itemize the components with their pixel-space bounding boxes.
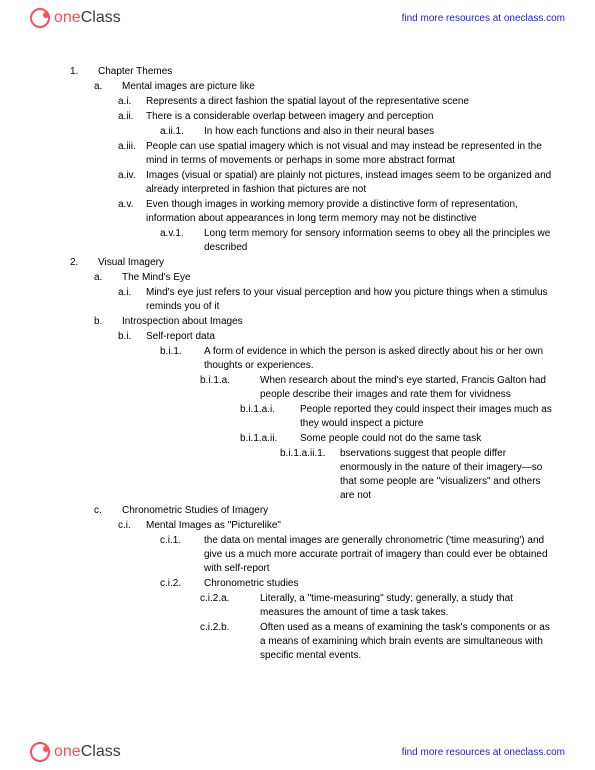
outline-row: a.Mental images are picture like (94, 80, 555, 94)
outline-row: c.Chronometric Studies of Imagery (94, 504, 555, 518)
outline-marker: c. (94, 504, 122, 518)
outline-text: People reported they could inspect their… (300, 403, 555, 431)
outline-marker: a. (94, 271, 122, 285)
outline-marker: c.i. (118, 519, 146, 533)
outline-text: Introspection about Images (122, 315, 555, 329)
outline-text: bservations suggest that people differ e… (340, 447, 555, 503)
outline-text: Mind's eye just refers to your visual pe… (146, 286, 555, 314)
outline-text: Represents a direct fashion the spatial … (146, 95, 555, 109)
outline-marker: c.i.1. (160, 534, 204, 576)
outline-marker: 1. (70, 65, 98, 79)
logo-text-class: Class (81, 743, 121, 761)
outline-row: c.i.1.the data on mental images are gene… (160, 534, 555, 576)
outline-text: Chronometric studies (204, 577, 555, 591)
outline-row: b.i.1.a.When research about the mind's e… (200, 374, 555, 402)
outline-text: The Mind's Eye (122, 271, 555, 285)
page-header: oneClass find more resources at oneclass… (0, 0, 595, 36)
outline-marker: a.i. (118, 286, 146, 314)
outline-row: a.iv.Images (visual or spatial) are plai… (118, 169, 555, 197)
outline-row: b.i.1.a.ii.1.bservations suggest that pe… (280, 447, 555, 503)
resources-link-top[interactable]: find more resources at oneclass.com (402, 13, 565, 24)
outline-text: There is a considerable overlap between … (146, 110, 555, 124)
logo-text-one: one (54, 743, 81, 761)
outline-marker: b.i.1.a. (200, 374, 260, 402)
outline-marker: a.iv. (118, 169, 146, 197)
outline-marker: a.ii.1. (160, 125, 204, 139)
outline-row: b.i.1.a.ii.Some people could not do the … (240, 432, 555, 446)
brand-logo: oneClass (30, 8, 121, 28)
logo-mark-icon (30, 742, 50, 762)
outline-text: Self-report data (146, 330, 555, 344)
outline-row: a.ii.There is a considerable overlap bet… (118, 110, 555, 124)
outline-text: the data on mental images are generally … (204, 534, 555, 576)
outline-text: In how each functions and also in their … (204, 125, 555, 139)
outline-row: a.i.Mind's eye just refers to your visua… (118, 286, 555, 314)
logo-text-one: one (54, 9, 81, 27)
outline-row: a.iii.People can use spatial imagery whi… (118, 140, 555, 168)
outline-row: a.i.Represents a direct fashion the spat… (118, 95, 555, 109)
outline-text: Chronometric Studies of Imagery (122, 504, 555, 518)
outline-marker: b.i.1.a.i. (240, 403, 300, 431)
outline-marker: b. (94, 315, 122, 329)
outline-text: Chapter Themes (98, 65, 555, 79)
page-footer: oneClass find more resources at oneclass… (0, 734, 595, 770)
outline-row: b.Introspection about Images (94, 315, 555, 329)
outline-text: Mental Images as "Picturelike" (146, 519, 555, 533)
logo-text-class: Class (81, 9, 121, 27)
outline-row: c.i.2.a.Literally, a "time-measuring" st… (200, 592, 555, 620)
logo-mark-icon (30, 8, 50, 28)
outline-text: Even though images in working memory pro… (146, 198, 555, 226)
outline-row: a.ii.1.In how each functions and also in… (160, 125, 555, 139)
outline-row: c.i.2.Chronometric studies (160, 577, 555, 591)
outline-marker: b.i. (118, 330, 146, 344)
outline-marker: c.i.2.b. (200, 621, 260, 663)
outline-marker: c.i.2.a. (200, 592, 260, 620)
outline-marker: b.i.1.a.ii.1. (280, 447, 340, 503)
outline-text: Long term memory for sensory information… (204, 227, 555, 255)
outline-marker: a.i. (118, 95, 146, 109)
outline-text: Mental images are picture like (122, 80, 555, 94)
outline-text: Visual Imagery (98, 256, 555, 270)
outline-row: 2.Visual Imagery (70, 256, 555, 270)
outline-marker: b.i.1.a.ii. (240, 432, 300, 446)
outline-content: 1.Chapter Themesa.Mental images are pict… (70, 65, 555, 664)
outline-text: Some people could not do the same task (300, 432, 555, 446)
outline-marker: a.ii. (118, 110, 146, 124)
brand-logo-footer: oneClass (30, 742, 121, 762)
outline-text: People can use spatial imagery which is … (146, 140, 555, 168)
outline-row: b.i.1.a.i.People reported they could ins… (240, 403, 555, 431)
outline-marker: 2. (70, 256, 98, 270)
outline-text: A form of evidence in which the person i… (204, 345, 555, 373)
outline-text: Literally, a "time-measuring" study; gen… (260, 592, 555, 620)
outline-text: Often used as a means of examining the t… (260, 621, 555, 663)
outline-row: c.i.2.b.Often used as a means of examini… (200, 621, 555, 663)
outline-row: c.i.Mental Images as "Picturelike" (118, 519, 555, 533)
outline-marker: a.v.1. (160, 227, 204, 255)
outline-row: 1.Chapter Themes (70, 65, 555, 79)
outline-text: When research about the mind's eye start… (260, 374, 555, 402)
outline-row: a.v.1.Long term memory for sensory infor… (160, 227, 555, 255)
outline-marker: a. (94, 80, 122, 94)
outline-row: b.i.Self-report data (118, 330, 555, 344)
outline-text: Images (visual or spatial) are plainly n… (146, 169, 555, 197)
outline-marker: a.iii. (118, 140, 146, 168)
outline-marker: a.v. (118, 198, 146, 226)
outline-row: a.The Mind's Eye (94, 271, 555, 285)
outline-row: b.i.1.A form of evidence in which the pe… (160, 345, 555, 373)
outline-marker: c.i.2. (160, 577, 204, 591)
resources-link-bottom[interactable]: find more resources at oneclass.com (402, 747, 565, 758)
outline-marker: b.i.1. (160, 345, 204, 373)
outline-row: a.v.Even though images in working memory… (118, 198, 555, 226)
